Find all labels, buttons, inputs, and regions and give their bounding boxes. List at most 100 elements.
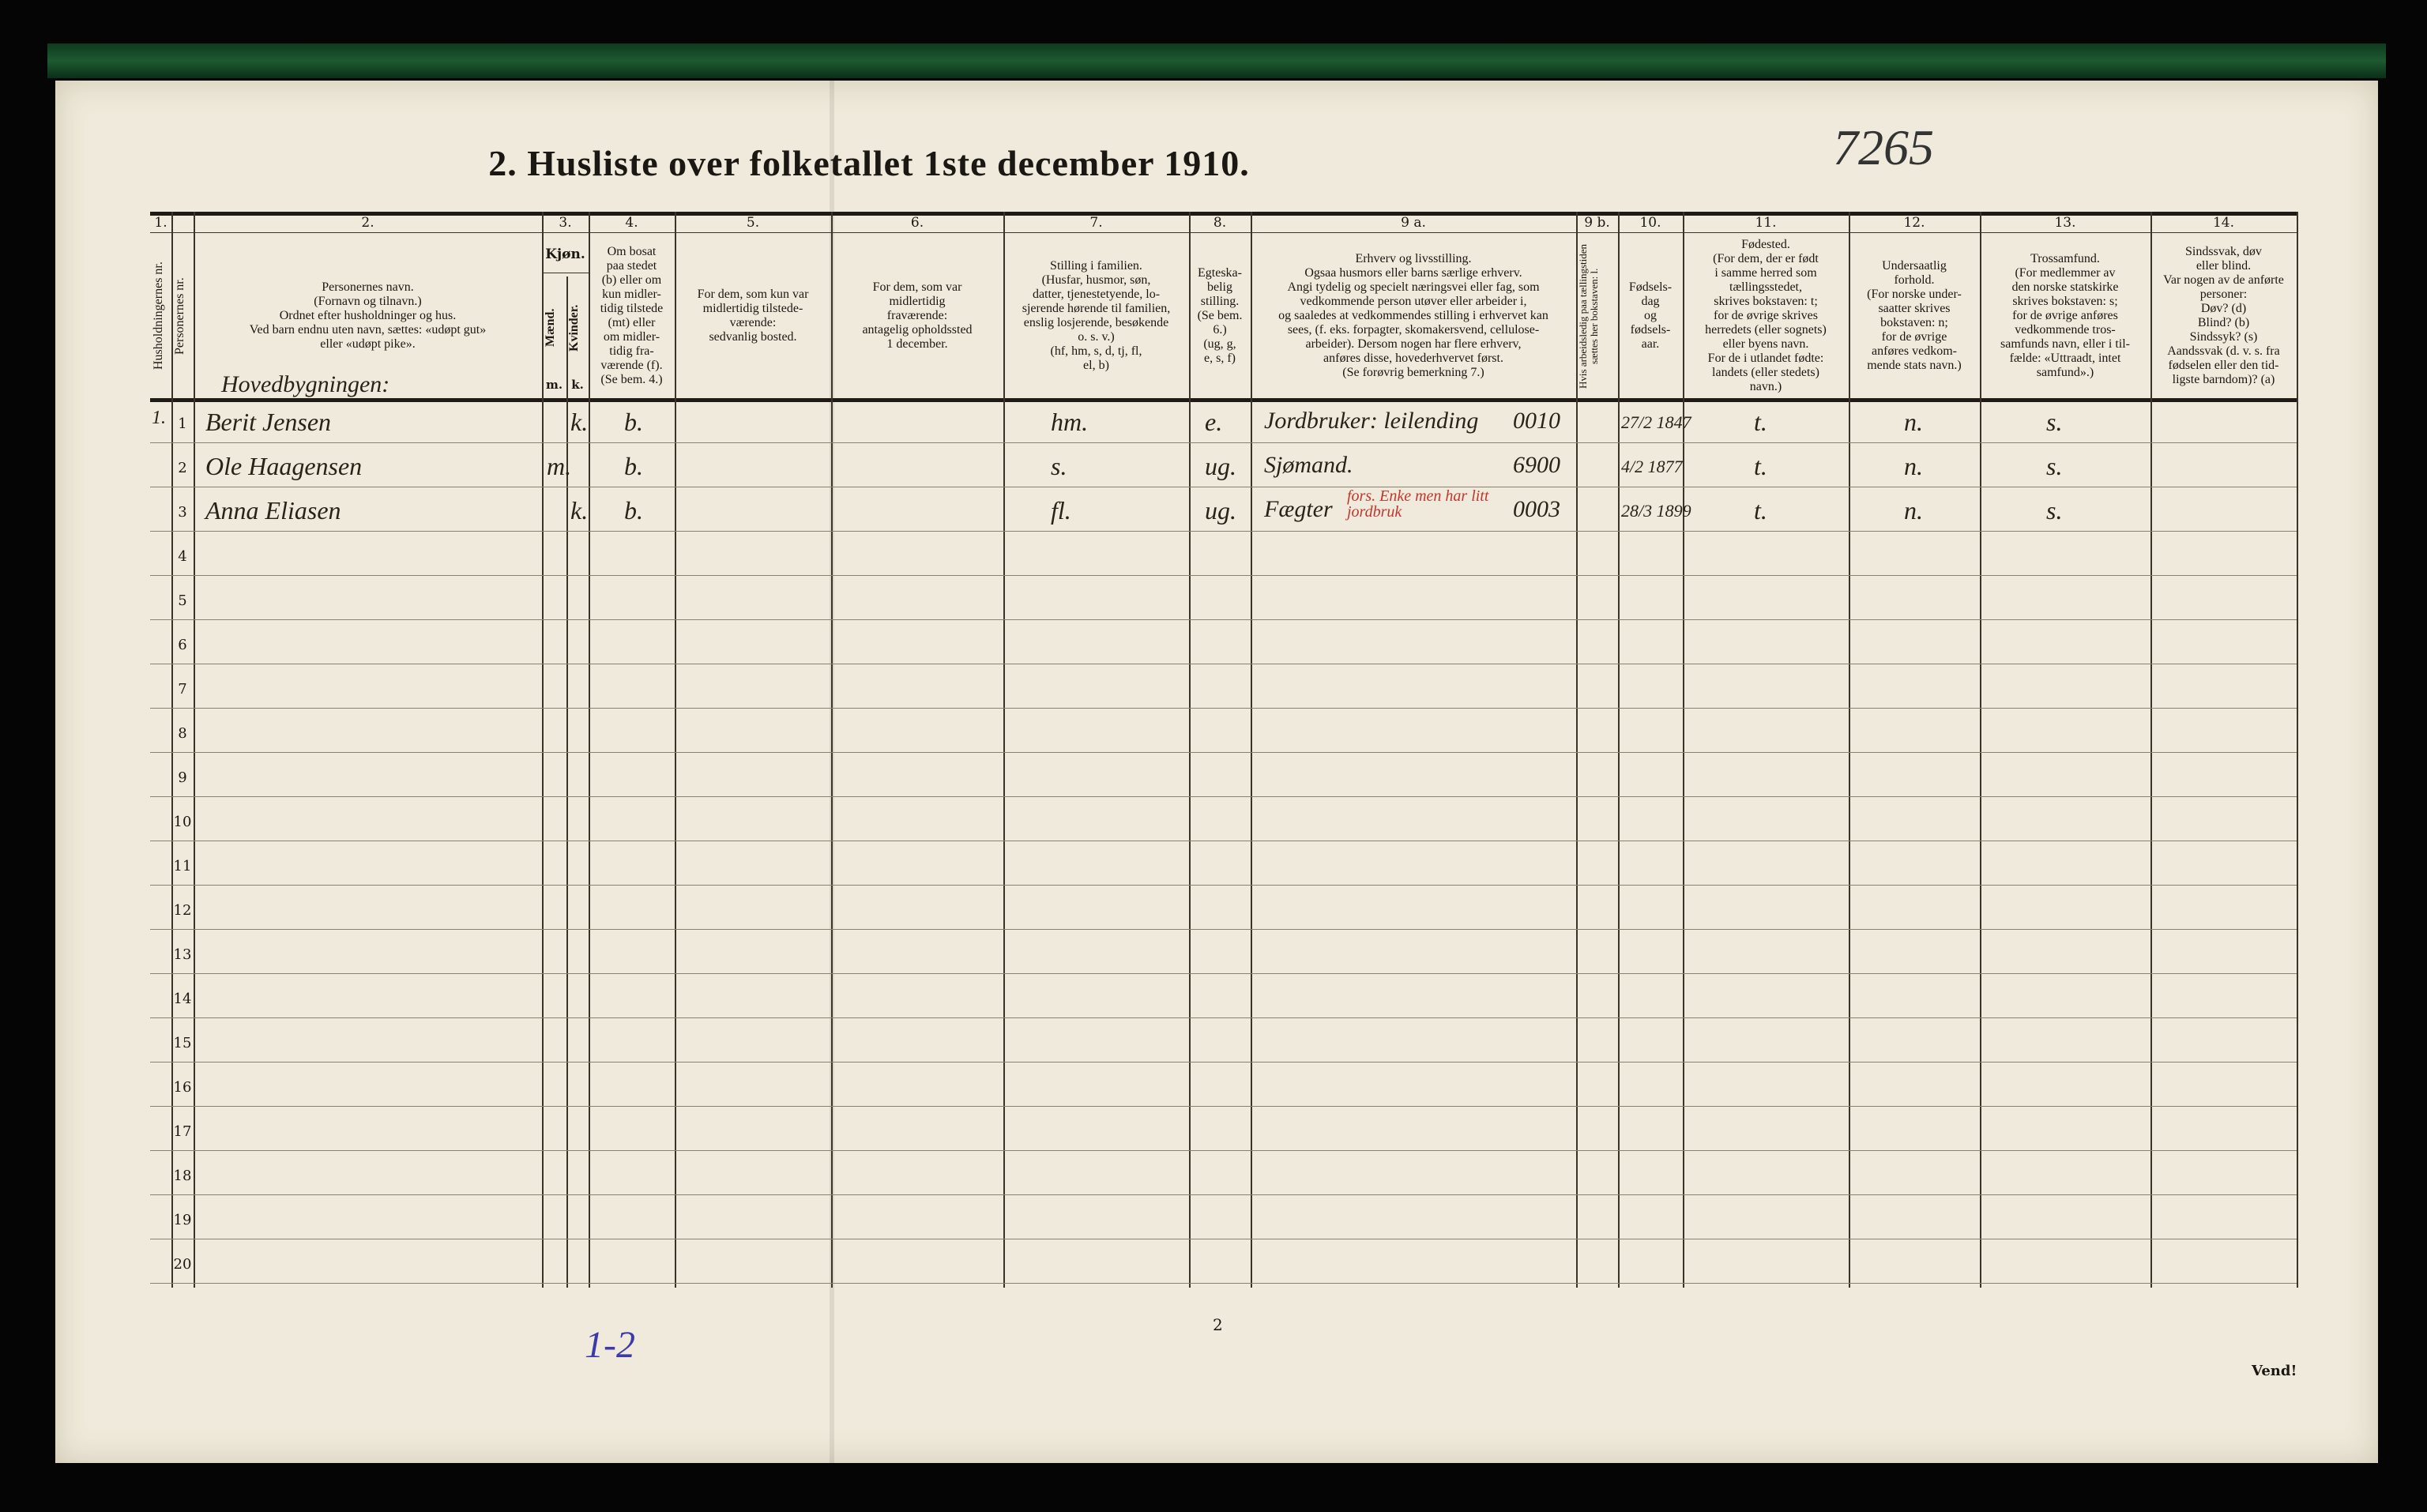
table-row — [150, 708, 2297, 709]
column-number: 9 a. — [1401, 215, 1426, 231]
entry-occupation: Jordbruker: leilending — [1264, 408, 1479, 434]
column-header: Sindssvak, døv eller blind. Var nogen av… — [2163, 245, 2284, 386]
column-header: Fødsels- dag og fødsels- aar. — [1628, 280, 1673, 351]
column-number: 4. — [625, 215, 638, 231]
column-divider — [1251, 212, 1252, 1288]
entry-occupation: Fægter — [1264, 496, 1333, 522]
table-row — [150, 1283, 2297, 1284]
table-row — [150, 752, 2297, 753]
row-number: 11 — [173, 858, 192, 874]
column-number: 6. — [910, 215, 924, 231]
column-divider — [1849, 212, 1850, 1288]
table-row — [150, 1106, 2297, 1107]
entry-birth: 27/2 1847 — [1621, 412, 1691, 432]
row-number: 19 — [173, 1212, 192, 1228]
census-form-page — [55, 81, 2378, 1463]
table-row — [150, 531, 2297, 532]
column-header: Egteska- belig stilling. (Se bem. 6.) (u… — [1197, 266, 1243, 365]
row-number: 6 — [178, 637, 187, 653]
column-header: Undersaatlig forhold. (For norske under-… — [1867, 259, 1962, 372]
column-divider — [1980, 212, 1981, 1288]
column-divider — [831, 212, 833, 1288]
column-divider — [1576, 212, 1578, 1288]
top-binding-stripe — [47, 43, 2386, 78]
column-header: Husholdningernes nr. — [152, 261, 165, 370]
column-divider — [1189, 212, 1191, 1288]
column-number: 1. — [154, 215, 167, 231]
column-number: 14. — [2212, 215, 2235, 231]
entry-sex: k. — [570, 408, 589, 436]
entry-residence: b. — [624, 496, 643, 525]
column-header: Personernes navn. (Fornavn og tilnavn.) … — [249, 280, 487, 351]
column-divider — [2150, 212, 2152, 1288]
entry-birth: 4/2 1877 — [1621, 457, 1683, 476]
entry-household: 1. — [152, 408, 166, 428]
entry-citizenship: n. — [1904, 496, 1923, 525]
entry-religion: s. — [2046, 408, 2063, 436]
entry-family-position: hm. — [1051, 408, 1089, 436]
column-number: 13. — [2054, 215, 2076, 231]
entry-name: Berit Jensen — [205, 408, 332, 436]
entry-birthplace: t. — [1754, 496, 1767, 525]
column-divider — [1003, 212, 1005, 1288]
row-number: 16 — [173, 1079, 192, 1096]
column-header: Hvis arbeidsledig paa tællingstiden sætt… — [1577, 243, 1600, 389]
column-subheader: Mænd. — [544, 308, 557, 348]
table-row — [150, 1062, 2297, 1063]
entry-citizenship: n. — [1904, 452, 1923, 480]
row-number: 14 — [173, 991, 192, 1007]
column-header: For dem, som kun var midlertidig tilsted… — [697, 288, 809, 344]
column-subheader: Kvinder. — [567, 304, 581, 352]
entry-birth: 28/3 1899 — [1621, 501, 1691, 521]
column-number: 5. — [746, 215, 760, 231]
row-number: 13 — [173, 946, 192, 963]
table-row — [150, 929, 2297, 930]
row-number: 7 — [178, 681, 187, 698]
entry-birthplace: t. — [1754, 452, 1767, 480]
column-number: 7. — [1089, 215, 1103, 231]
column-subletter: k. — [571, 378, 584, 392]
row-number: 15 — [173, 1035, 192, 1051]
page-number: 2 — [1213, 1315, 1223, 1334]
entry-name: Anna Eliasen — [205, 496, 341, 525]
column-divider — [675, 212, 676, 1288]
column-subletter: m. — [545, 378, 563, 392]
table-row — [150, 1194, 2297, 1195]
page-title: 2. Husliste over folketallet 1ste decemb… — [488, 143, 1250, 183]
row-number: 10 — [173, 814, 192, 830]
table-row — [150, 619, 2297, 620]
entry-occupation: Sjømand. — [1264, 452, 1353, 478]
column-divider — [171, 212, 173, 1288]
entry-marital: ug. — [1205, 452, 1236, 480]
column-number: 10. — [1639, 215, 1661, 231]
header-top-rule — [150, 212, 2297, 216]
sex-divider — [566, 276, 568, 1288]
entry-residence: b. — [624, 452, 643, 480]
row-number: 17 — [173, 1123, 192, 1140]
column-divider — [589, 212, 590, 1288]
entry-residence: b. — [624, 408, 643, 436]
column-number: 2. — [361, 215, 374, 231]
entry-occ-code: 0003 — [1513, 496, 1560, 522]
row-number: 9 — [178, 769, 187, 786]
entry-name: Ole Haagensen — [205, 452, 363, 480]
column-header: Stilling i familien. (Husfar, husmor, sø… — [1022, 259, 1171, 372]
column-header: Erhverv og livsstilling. Ogsaa husmors e… — [1278, 252, 1548, 379]
row-number: 18 — [173, 1168, 192, 1184]
table-row — [150, 1150, 2297, 1151]
column-number: 9 b. — [1584, 215, 1610, 231]
table-row — [150, 885, 2297, 886]
entry-religion: s. — [2046, 496, 2063, 525]
entry-marital: e. — [1205, 408, 1223, 436]
table-row — [150, 575, 2297, 576]
column-divider — [1683, 212, 1684, 1288]
column-header: Om bosat paa stedet (b) eller om kun mid… — [600, 245, 664, 386]
column-number: 11. — [1755, 215, 1777, 231]
document-number: 7265 — [1833, 119, 1934, 175]
entry-occ-code: 0010 — [1513, 408, 1560, 434]
entry-sex: m. — [547, 452, 572, 480]
turn-page-note: Vend! — [2252, 1363, 2297, 1379]
column-header: Fødested. (For dem, der er født i samme … — [1705, 238, 1827, 393]
column-number: 8. — [1213, 215, 1227, 231]
entry-marital: ug. — [1205, 496, 1236, 525]
